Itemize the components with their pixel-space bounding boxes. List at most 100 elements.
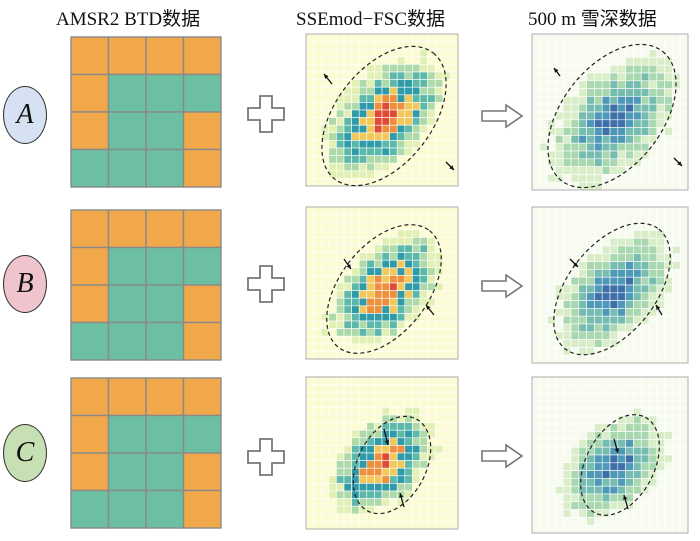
grid-cell xyxy=(531,33,541,43)
grid-cell xyxy=(570,276,580,286)
grid-cell xyxy=(396,437,406,446)
grid-cell xyxy=(313,147,322,156)
grid-cell xyxy=(562,331,572,340)
grid-cell xyxy=(374,452,383,461)
grid-cell xyxy=(586,300,595,309)
grid-cell xyxy=(381,467,390,477)
grid-cell xyxy=(578,174,587,183)
grid-cell xyxy=(450,41,459,50)
grid-cell xyxy=(427,328,436,337)
grid-cell xyxy=(531,524,541,534)
grid-cell xyxy=(570,485,580,495)
grid-cell xyxy=(381,521,390,530)
grid-cell xyxy=(547,407,556,417)
grid-cell xyxy=(374,490,383,499)
grid-cell xyxy=(547,276,556,286)
grid-cell xyxy=(679,222,689,231)
grid-cell xyxy=(396,132,406,141)
grid-cell xyxy=(570,323,580,333)
grid-cell xyxy=(594,300,603,309)
grid-cell xyxy=(336,64,345,73)
grid-cell xyxy=(381,140,390,149)
grid-cell xyxy=(664,392,673,401)
grid-cell xyxy=(601,347,611,356)
grid-cell xyxy=(305,252,314,261)
grid-cell xyxy=(351,162,360,172)
grid-cell xyxy=(389,64,398,73)
grid-cell xyxy=(640,111,650,121)
grid-cell xyxy=(442,475,451,484)
grid-cell xyxy=(374,41,383,50)
grid-cell xyxy=(358,305,368,314)
grid-cell xyxy=(381,178,390,187)
grid-cell xyxy=(419,407,428,416)
grid-cell xyxy=(664,135,673,144)
grid-cell xyxy=(633,150,642,160)
grid-cell xyxy=(594,308,603,317)
grid-cell xyxy=(343,490,352,499)
grid-cell xyxy=(539,462,548,471)
grid-cell xyxy=(450,56,459,65)
grid-cell xyxy=(679,478,689,487)
grid-cell xyxy=(320,206,330,215)
grid-cell xyxy=(648,400,658,409)
grid-cell xyxy=(305,305,314,314)
grid-cell xyxy=(601,284,611,294)
grid-cell xyxy=(625,269,634,278)
grid-cell xyxy=(547,485,556,495)
grid-cell xyxy=(328,414,337,423)
grid-cell xyxy=(664,206,673,216)
grid-cell xyxy=(404,109,413,118)
grid-cell xyxy=(601,127,611,136)
grid-cell xyxy=(381,244,390,253)
grid-cell xyxy=(586,439,595,448)
grid-cell xyxy=(412,351,421,360)
grid-cell xyxy=(358,94,368,103)
grid-cell xyxy=(434,102,444,111)
grid-cell xyxy=(328,102,337,111)
grid-cell xyxy=(427,483,436,492)
grid-cell xyxy=(656,384,665,393)
grid-cell xyxy=(664,431,673,440)
grid-cell xyxy=(633,292,642,301)
grid-cell xyxy=(427,132,436,141)
grid-cell xyxy=(374,290,383,299)
grid-cell xyxy=(313,313,322,322)
grid-cell xyxy=(396,399,406,408)
grid-cell xyxy=(679,111,689,121)
grid-cell xyxy=(412,445,421,454)
grid-cell xyxy=(381,132,390,141)
grid-cell xyxy=(539,454,548,464)
grid-cell xyxy=(617,96,626,105)
grid-cell xyxy=(358,414,368,423)
grid-cell xyxy=(578,517,587,526)
grid-cell xyxy=(434,351,444,360)
grid-cell xyxy=(358,483,368,492)
grid-cell xyxy=(381,252,390,261)
grid-cell xyxy=(404,376,413,385)
grid-cell xyxy=(404,41,413,50)
btd-cell xyxy=(145,414,185,454)
grid-cell xyxy=(547,214,556,223)
grid-cell xyxy=(434,505,444,515)
grid-cell xyxy=(640,64,650,74)
grid-cell xyxy=(547,41,556,50)
grid-cell xyxy=(434,140,444,149)
grid-cell xyxy=(601,88,611,97)
grid-cell xyxy=(419,229,428,238)
grid-cell xyxy=(419,109,428,118)
grid-cell xyxy=(404,178,413,187)
grid-cell xyxy=(396,109,406,118)
grid-cell xyxy=(609,245,619,255)
grid-cell xyxy=(389,252,398,261)
grid-cell xyxy=(328,259,337,269)
grid-cell xyxy=(351,56,360,65)
grid-cell xyxy=(404,483,413,492)
grid-cell xyxy=(547,392,556,401)
grid-cell xyxy=(664,478,673,487)
grid-cell xyxy=(419,237,428,246)
grid-cell xyxy=(664,222,673,231)
btd-cell xyxy=(182,148,222,188)
grid-cell xyxy=(640,439,650,448)
grid-cell xyxy=(648,181,658,191)
